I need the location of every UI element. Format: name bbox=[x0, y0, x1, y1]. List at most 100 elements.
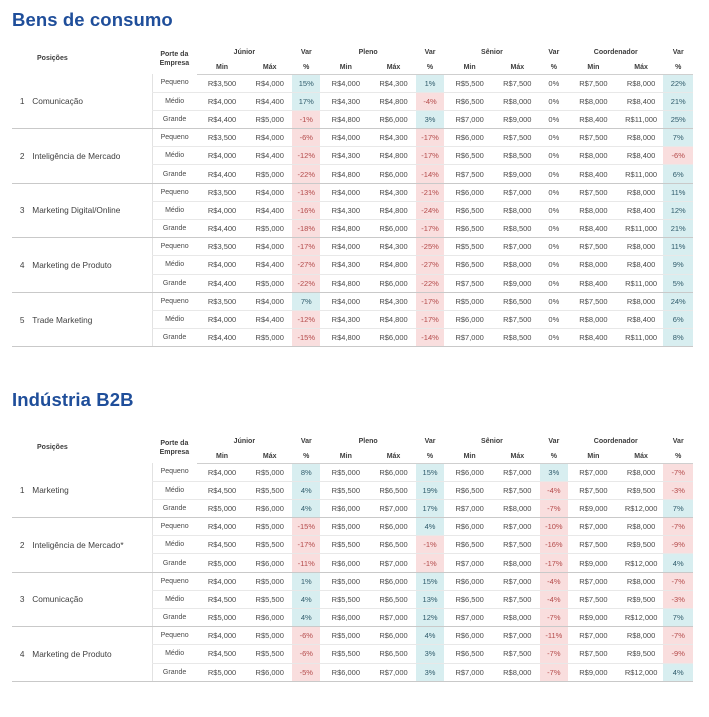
salary-min: R$4,300 bbox=[320, 92, 372, 111]
var-percent: 4% bbox=[292, 608, 321, 628]
var-percent: -7% bbox=[539, 663, 569, 682]
salary-max: R$4,300 bbox=[371, 237, 416, 257]
salary-max: R$11,000 bbox=[618, 110, 664, 130]
salary-min: R$9,000 bbox=[568, 608, 619, 628]
salary-max: R$9,500 bbox=[618, 481, 664, 500]
table-row: Médio R$4,500 R$5,500 -6% R$5,500 R$6,500 3% R$… bbox=[12, 644, 693, 664]
salary-min: R$5,500 bbox=[320, 481, 372, 500]
salary-min: R$7,500 bbox=[444, 274, 495, 293]
var-percent: -7% bbox=[663, 572, 693, 591]
salary-max: R$8,000 bbox=[618, 74, 664, 93]
var-percent: -16% bbox=[292, 201, 321, 221]
var-percent: -12% bbox=[292, 146, 321, 166]
var-percent: 1% bbox=[292, 572, 321, 591]
table-row: Médio R$4,500 R$5,500 4% R$5,500 R$6,500 19% R$… bbox=[12, 481, 693, 500]
var-percent: -17% bbox=[415, 310, 445, 330]
company-size: Médio bbox=[151, 590, 197, 610]
salary-max: R$8,000 bbox=[494, 608, 540, 628]
var-percent: -18% bbox=[292, 219, 321, 239]
salary-min: R$3,500 bbox=[196, 128, 248, 148]
salary-max: R$4,300 bbox=[371, 128, 416, 148]
var-percent: -13% bbox=[292, 183, 321, 202]
salary-max: R$7,000 bbox=[494, 517, 540, 537]
section-title-industria-b2b: Indústria B2B bbox=[12, 389, 134, 410]
header-min: Min bbox=[444, 450, 495, 464]
salary-max: R$8,400 bbox=[618, 201, 664, 221]
var-percent: 5% bbox=[663, 274, 693, 293]
salary-max: R$4,000 bbox=[247, 183, 293, 202]
salary-min: R$4,000 bbox=[196, 310, 248, 330]
salary-max: R$9,500 bbox=[618, 590, 664, 610]
company-size: Médio bbox=[151, 255, 197, 275]
header-pct: % bbox=[663, 61, 693, 75]
var-percent: 15% bbox=[292, 74, 321, 93]
salary-max: R$4,000 bbox=[247, 74, 293, 93]
salary-table-industria-b2b: Posições Porte da Empresa Júnior Var Pleno Var… bbox=[12, 432, 693, 682]
table-row: Grande R$4,400 R$5,000 -22% R$4,800 R$6,000 -2… bbox=[12, 274, 693, 293]
var-percent: 0% bbox=[539, 219, 569, 239]
salary-max: R$8,400 bbox=[618, 310, 664, 330]
header-group: Sênior bbox=[481, 437, 503, 445]
salary-min: R$3,500 bbox=[196, 183, 248, 202]
salary-min: R$7,000 bbox=[568, 572, 619, 591]
salary-max: R$6,500 bbox=[371, 535, 416, 555]
salary-max: R$7,000 bbox=[371, 553, 416, 573]
var-percent: -4% bbox=[539, 590, 569, 610]
header-max: Máx bbox=[494, 450, 540, 464]
table-row: Médio R$4,000 R$4,400 -12% R$4,300 R$4,800 -17… bbox=[12, 146, 693, 166]
salary-max: R$7,500 bbox=[494, 590, 540, 610]
company-size: Pequeno bbox=[151, 74, 197, 93]
salary-max: R$7,000 bbox=[371, 608, 416, 628]
salary-min: R$5,500 bbox=[320, 644, 372, 664]
table-row: 5 Trade Marketing Pequeno R$3,500 R$4,000 7% R… bbox=[12, 292, 693, 348]
salary-min: R$6,000 bbox=[320, 663, 372, 682]
table-row: 3 Marketing Digital/Online Pequeno R$3,500 R… bbox=[12, 183, 693, 239]
var-percent: -4% bbox=[539, 481, 569, 500]
table-row: Médio R$4,000 R$4,400 17% R$4,300 R$4,800 -4% R… bbox=[12, 92, 693, 111]
salary-max: R$4,000 bbox=[247, 128, 293, 148]
salary-min: R$9,000 bbox=[568, 553, 619, 573]
var-percent: 11% bbox=[663, 183, 693, 202]
salary-min: R$7,500 bbox=[444, 164, 495, 184]
header-max: Máx bbox=[247, 61, 293, 75]
header-var: Var bbox=[672, 437, 684, 445]
company-size: Pequeno bbox=[151, 463, 197, 482]
salary-min: R$7,000 bbox=[444, 328, 495, 348]
var-percent: -21% bbox=[415, 183, 445, 202]
salary-min: R$5,500 bbox=[444, 74, 495, 93]
company-size: Grande bbox=[151, 110, 197, 130]
salary-max: R$12,000 bbox=[618, 499, 664, 519]
var-percent: 1% bbox=[415, 74, 445, 93]
salary-min: R$5,000 bbox=[320, 463, 372, 482]
salary-max: R$12,000 bbox=[618, 608, 664, 628]
company-size: Médio bbox=[151, 146, 197, 166]
var-percent: 4% bbox=[663, 553, 693, 573]
position-label: Inteligência de Mercado* bbox=[32, 517, 153, 573]
salary-min: R$6,000 bbox=[320, 608, 372, 628]
salary-max: R$8,500 bbox=[494, 219, 540, 239]
var-percent: 7% bbox=[292, 292, 321, 311]
var-percent: 12% bbox=[663, 201, 693, 221]
var-percent: 15% bbox=[415, 572, 445, 591]
header-pct: % bbox=[292, 61, 321, 75]
salary-table-bens-de-consumo: Posições Porte da Empresa Júnior Var Pleno Var… bbox=[12, 43, 693, 348]
salary-min: R$4,000 bbox=[320, 183, 372, 202]
var-percent: 4% bbox=[292, 590, 321, 610]
salary-min: R$5,000 bbox=[320, 626, 372, 646]
header-posicoes: Posições bbox=[37, 55, 68, 62]
salary-min: R$6,000 bbox=[444, 517, 495, 537]
var-percent: 0% bbox=[539, 292, 569, 311]
salary-min: R$4,000 bbox=[196, 626, 248, 646]
salary-max: R$5,500 bbox=[247, 535, 293, 555]
salary-max: R$7,500 bbox=[494, 481, 540, 500]
salary-min: R$9,000 bbox=[568, 663, 619, 682]
salary-max: R$6,000 bbox=[371, 274, 416, 293]
var-percent: 0% bbox=[539, 110, 569, 130]
table-row: 2 Inteligência de Mercado* Pequeno R$4,000 R… bbox=[12, 517, 693, 573]
salary-min: R$5,500 bbox=[320, 590, 372, 610]
var-percent: -7% bbox=[539, 644, 569, 664]
header-group: Coordenador bbox=[593, 437, 638, 445]
salary-max: R$9,000 bbox=[494, 274, 540, 293]
salary-max: R$4,300 bbox=[371, 183, 416, 202]
salary-min: R$8,000 bbox=[568, 92, 619, 111]
